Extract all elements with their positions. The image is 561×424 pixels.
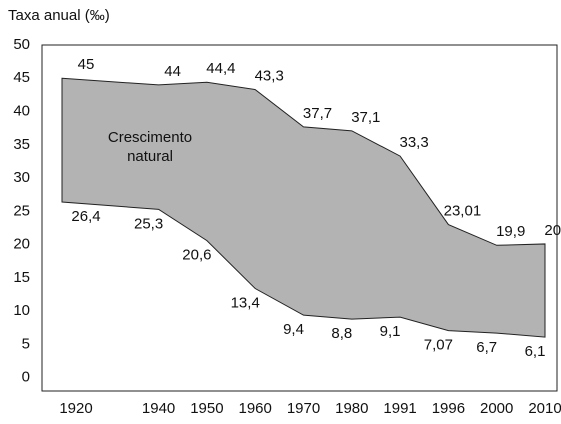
value-label: 8,8 bbox=[331, 325, 352, 342]
x-tick-label: 1996 bbox=[432, 400, 465, 417]
y-tick-label: 15 bbox=[13, 269, 30, 286]
area-band bbox=[61, 77, 546, 338]
x-tick-label: 2010 bbox=[528, 400, 561, 417]
value-label: 9,1 bbox=[380, 323, 401, 340]
x-tick-label: 2000 bbox=[480, 400, 513, 417]
y-tick-label: 20 bbox=[13, 236, 30, 253]
value-label: 13,4 bbox=[231, 294, 260, 311]
y-tick-label: 10 bbox=[13, 302, 30, 319]
x-tick-label: 1940 bbox=[142, 400, 175, 417]
value-label: 20,6 bbox=[182, 247, 211, 264]
y-tick-label: 50 bbox=[13, 36, 30, 53]
value-label: 33,3 bbox=[399, 134, 428, 151]
x-tick-label: 1991 bbox=[383, 400, 416, 417]
value-label: 37,1 bbox=[351, 109, 380, 126]
y-tick-label: 40 bbox=[13, 103, 30, 120]
value-label: 44,4 bbox=[206, 60, 235, 77]
y-tick-label: 25 bbox=[13, 202, 30, 219]
value-label: 9,4 bbox=[283, 321, 304, 338]
y-tick-label: 35 bbox=[13, 136, 30, 153]
x-tick-label: 1920 bbox=[59, 400, 92, 417]
plot-frame bbox=[41, 44, 558, 392]
x-tick-label: 1970 bbox=[287, 400, 320, 417]
value-label: 20,1 bbox=[544, 222, 561, 239]
value-label: 19,9 bbox=[496, 223, 525, 240]
value-label: 44 bbox=[164, 63, 181, 80]
value-label: 26,4 bbox=[71, 208, 100, 225]
value-label: 6,7 bbox=[476, 339, 497, 356]
y-tick-label: 45 bbox=[13, 69, 30, 86]
x-tick-label: 1950 bbox=[190, 400, 223, 417]
value-label: 45 bbox=[78, 56, 95, 73]
value-label: 25,3 bbox=[134, 215, 163, 232]
value-label: 23,01 bbox=[444, 203, 482, 220]
value-label: 7,07 bbox=[424, 337, 453, 354]
y-tick-label: 30 bbox=[13, 169, 30, 186]
y-tick-label: 5 bbox=[22, 335, 30, 352]
x-tick-label: 1980 bbox=[335, 400, 368, 417]
x-tick-label: 1960 bbox=[239, 400, 272, 417]
annotation: Crescimento natural bbox=[107, 129, 193, 165]
y-tick-label: 0 bbox=[22, 369, 30, 386]
y-axis-label: Taxa anual (‰) bbox=[8, 7, 110, 24]
value-label: 6,1 bbox=[525, 343, 546, 360]
value-label: 43,3 bbox=[255, 68, 284, 85]
value-label: 37,7 bbox=[303, 105, 332, 122]
